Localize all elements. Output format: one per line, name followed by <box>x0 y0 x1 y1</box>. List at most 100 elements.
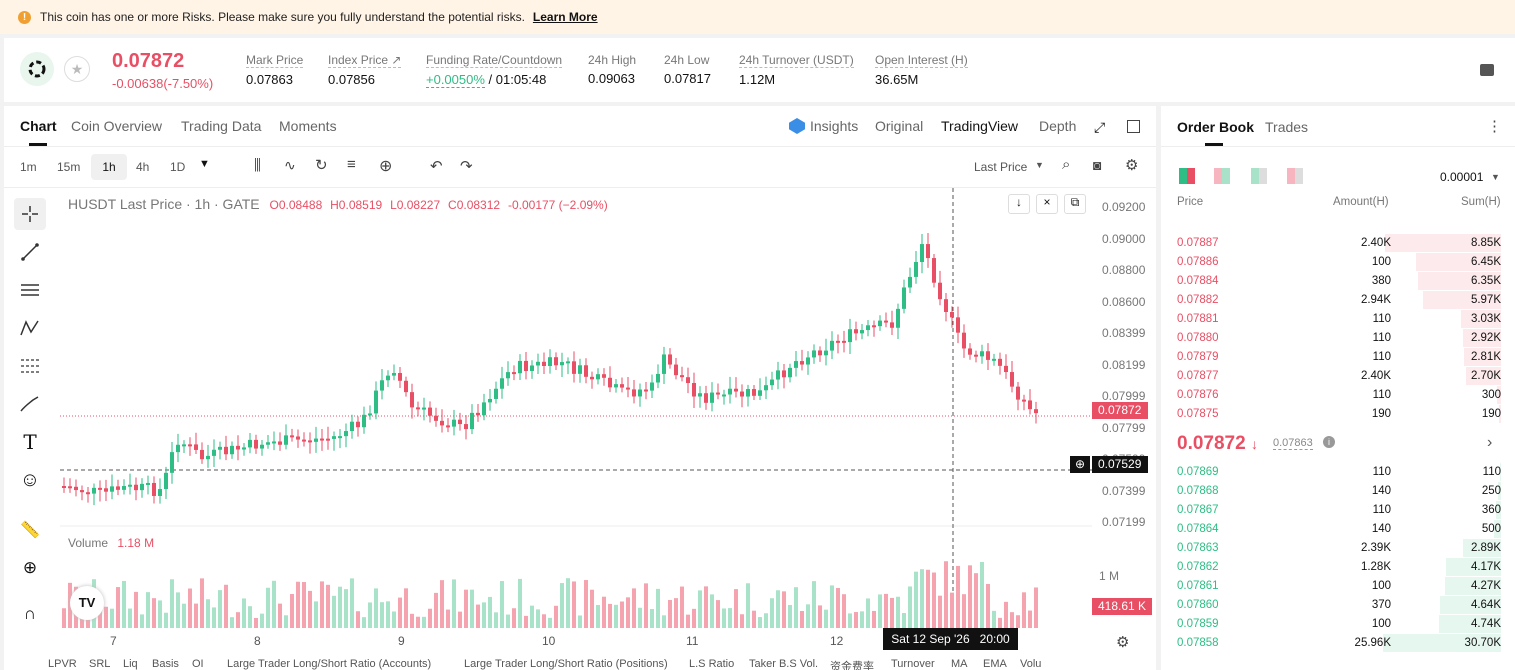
candle-type-icon[interactable]: ⫼ <box>254 157 261 174</box>
tab-insights[interactable]: Insights <box>810 118 859 134</box>
ask-row[interactable]: 0.07884 380 6.35K <box>1161 272 1515 291</box>
ind-ls-accounts[interactable]: Large Trader Long/Short Ratio (Accounts) <box>227 658 432 670</box>
bid-row[interactable]: 0.07860 370 4.64K <box>1161 596 1515 615</box>
view-bids-icon[interactable] <box>1214 168 1230 184</box>
price-chart[interactable] <box>60 188 1156 670</box>
ind-basis[interactable]: Basis <box>152 658 179 670</box>
price-axis[interactable]: 0.09200 0.09000 0.08800 0.08600 0.08399 0.081… <box>1092 188 1156 628</box>
fullscreen-icon[interactable]: ⧉ <box>1064 194 1086 214</box>
brush-icon[interactable] <box>14 388 46 420</box>
learn-more-link[interactable]: Learn More <box>532 10 598 24</box>
ind-ma[interactable]: MA <box>951 658 968 670</box>
warning-icon: ! <box>18 10 31 24</box>
refresh-icon[interactable]: ↻ <box>315 157 328 174</box>
ask-row[interactable]: 0.07876 110 300 <box>1161 386 1515 405</box>
ask-row[interactable]: 0.07886 100 6.45K <box>1161 253 1515 272</box>
precision-select[interactable]: 0.00001 <box>1440 170 1484 184</box>
ind-volume[interactable]: Volu <box>1020 658 1042 670</box>
ind-lpvr[interactable]: LPVR <box>48 658 77 670</box>
ask-row[interactable]: 0.07879 110 2.81K <box>1161 348 1515 367</box>
add-icon[interactable]: ⊕ <box>379 158 393 175</box>
ask-row[interactable]: 0.07882 2.94K 5.97K <box>1161 291 1515 310</box>
tab-trades[interactable]: Trades <box>1265 119 1309 135</box>
chevron-down-icon[interactable]: ▼ <box>1035 160 1044 170</box>
tab-depth[interactable]: Depth <box>1039 118 1077 134</box>
bid-row[interactable]: 0.07867 110 360 <box>1161 501 1515 520</box>
ind-ls-positions[interactable]: Large Trader Long/Short Ratio (Positions… <box>464 658 668 670</box>
ask-row[interactable]: 0.07887 2.40K 8.85K <box>1161 234 1515 253</box>
zoom-in-icon[interactable]: ⊕ <box>22 558 38 577</box>
interval-15m[interactable]: 15m <box>57 160 81 174</box>
bid-row[interactable]: 0.07858 25.96K 30.70K <box>1161 634 1515 653</box>
candle <box>176 444 180 453</box>
search-icon[interactable]: ⌕ <box>1062 156 1071 173</box>
favorite-star-icon[interactable]: ★ <box>64 56 90 82</box>
pattern-icon[interactable] <box>14 312 46 344</box>
depth-bar <box>1464 348 1501 366</box>
expand-icon[interactable]: ⤢ <box>1094 119 1106 135</box>
tab-coin-overview[interactable]: Coin Overview <box>71 118 163 134</box>
interval-1h[interactable]: 1h <box>91 154 127 180</box>
window-icon[interactable] <box>1127 120 1140 133</box>
bid-row[interactable]: 0.07861 100 4.27K <box>1161 577 1515 596</box>
ind-ema[interactable]: EMA <box>983 658 1007 670</box>
magnet-icon[interactable]: ∩ <box>23 604 37 623</box>
time-axis[interactable]: 7 8 9 10 11 12 <box>60 630 1092 654</box>
add-alert-icon[interactable]: ⊕ <box>1070 456 1090 473</box>
chevron-right-icon[interactable]: › <box>1487 434 1493 451</box>
ind-turnover[interactable]: Turnover <box>891 658 935 670</box>
more-icon[interactable]: ⋮ <box>1487 118 1502 135</box>
ind-taker-vol[interactable]: Taker B.S Vol. <box>749 658 819 670</box>
tab-chart[interactable]: Chart <box>20 118 57 134</box>
ind-funding[interactable]: 资金费率 <box>830 661 874 670</box>
interval-4h[interactable]: 4h <box>136 160 150 174</box>
bid-row[interactable]: 0.07868 140 250 <box>1161 482 1515 501</box>
info-icon[interactable]: i <box>1323 436 1335 448</box>
bid-row[interactable]: 0.07862 1.28K 4.17K <box>1161 558 1515 577</box>
channel-icon[interactable] <box>14 274 46 306</box>
bid-row[interactable]: 0.07859 100 4.74K <box>1161 615 1515 634</box>
tab-trading-data[interactable]: Trading Data <box>181 118 262 134</box>
settings-icon[interactable]: ⚙ <box>1116 634 1130 651</box>
ask-row[interactable]: 0.07880 110 2.92K <box>1161 329 1515 348</box>
ind-srl[interactable]: SRL <box>89 658 111 670</box>
ind-oi[interactable]: OI <box>192 658 204 670</box>
ask-row[interactable]: 0.07877 2.40K 2.70K <box>1161 367 1515 386</box>
tab-original[interactable]: Original <box>875 118 924 134</box>
text-tool-icon[interactable]: T <box>23 430 37 454</box>
undo-icon[interactable]: ↶ <box>430 158 443 175</box>
gear-icon[interactable]: ⚙ <box>1125 157 1139 174</box>
stat-index-price[interactable]: Index Price ↗ 0.07856 <box>328 53 402 87</box>
trendline-icon[interactable] <box>14 236 46 268</box>
interval-1m[interactable]: 1m <box>20 160 37 174</box>
chevron-down-icon[interactable]: ▼ <box>1491 172 1500 182</box>
bid-row[interactable]: 0.07863 2.39K 2.89K <box>1161 539 1515 558</box>
fib-icon[interactable] <box>14 350 46 382</box>
tab-order-book[interactable]: Order Book <box>1177 119 1255 135</box>
template-icon[interactable]: ≡ <box>347 156 356 173</box>
chevron-down-icon[interactable]: ▼ <box>199 158 210 170</box>
book-icon[interactable] <box>1480 64 1494 76</box>
collapse-icon[interactable]: × <box>1036 194 1058 214</box>
ind-liq[interactable]: Liq <box>123 658 138 670</box>
crosshair-icon[interactable] <box>14 198 46 230</box>
ask-row[interactable]: 0.07875 190 190 <box>1161 405 1515 424</box>
bid-row[interactable]: 0.07869 110 110 <box>1161 463 1515 482</box>
volume-bar <box>854 612 858 628</box>
ask-row[interactable]: 0.07881 110 3.03K <box>1161 310 1515 329</box>
interval-1d[interactable]: 1D <box>170 160 186 174</box>
indicators-icon[interactable]: ∿ <box>284 157 296 173</box>
view-alt-icon[interactable] <box>1287 168 1303 184</box>
view-asks-icon[interactable] <box>1251 168 1267 184</box>
camera-icon[interactable]: ◙ <box>1093 157 1102 173</box>
tab-moments[interactable]: Moments <box>279 118 337 134</box>
redo-icon[interactable]: ↷ <box>460 158 473 175</box>
ind-ls-ratio[interactable]: L.S Ratio <box>689 658 735 670</box>
arrow-down-icon[interactable]: ↓ <box>1008 194 1030 214</box>
view-both-icon[interactable] <box>1179 168 1195 184</box>
ruler-icon[interactable]: 📏 <box>20 522 40 539</box>
last-price-select[interactable]: Last Price <box>974 160 1028 174</box>
bid-row[interactable]: 0.07864 140 500 <box>1161 520 1515 539</box>
tab-tradingview[interactable]: TradingView <box>941 118 1019 134</box>
emoji-icon[interactable]: ☺ <box>19 468 41 491</box>
